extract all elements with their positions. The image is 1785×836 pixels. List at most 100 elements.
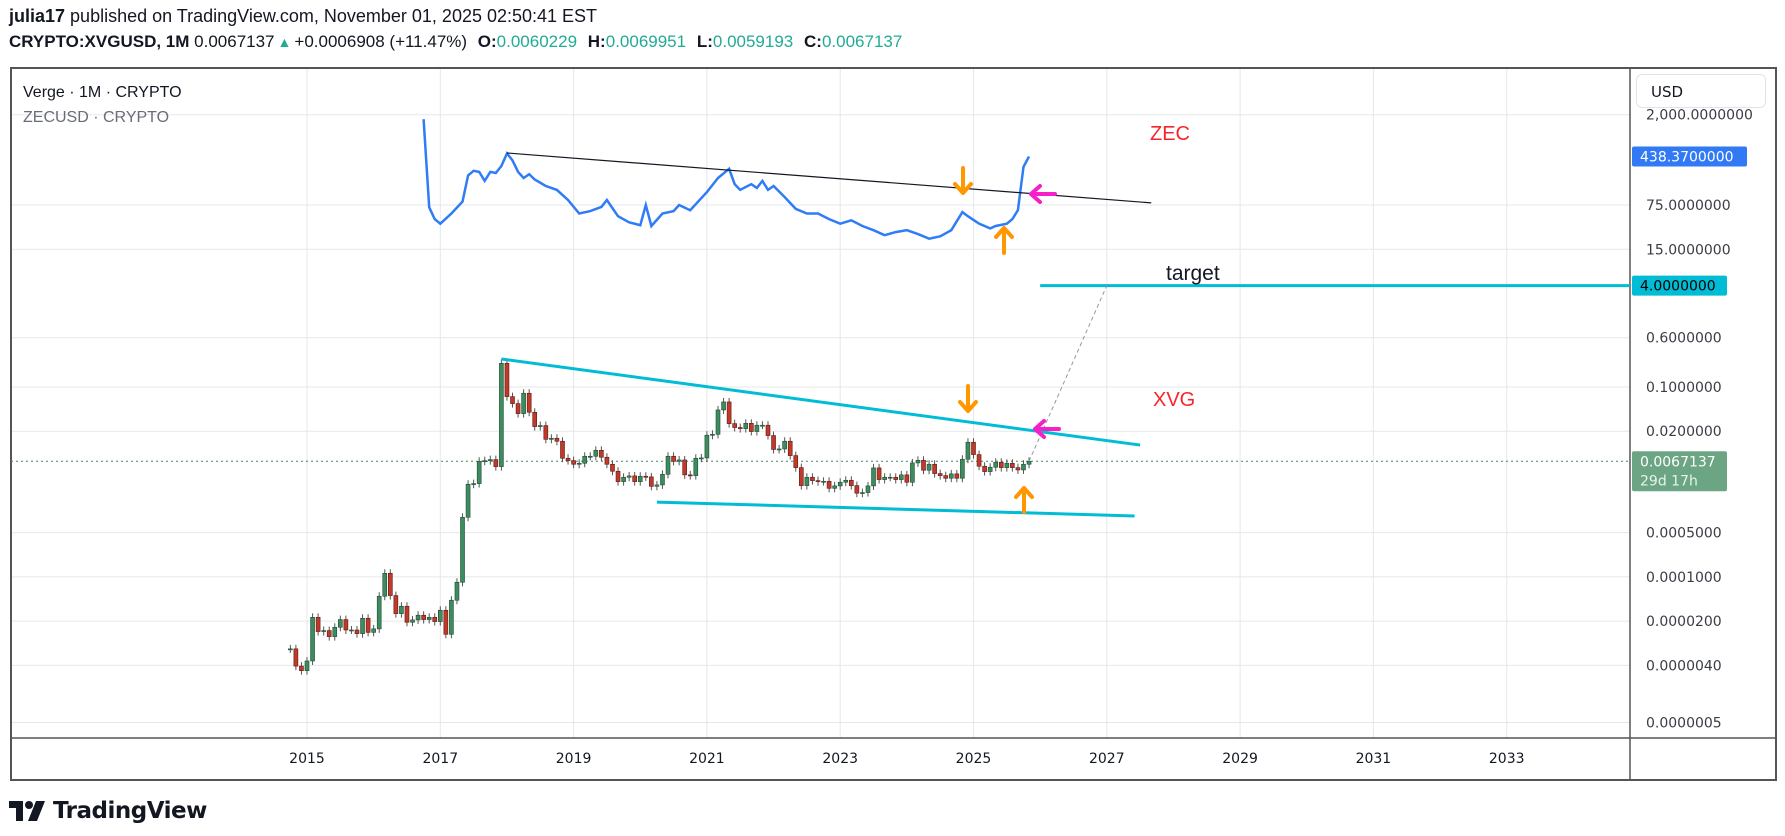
close-label: C: [804,32,822,51]
xvg-resistance-line[interactable] [501,357,1141,447]
time-axis-label: 2015 [289,751,325,767]
candle [987,466,993,472]
candle [399,605,404,614]
candle [732,423,737,428]
candle [637,475,643,482]
legend-main[interactable]: Verge · 1M · CRYPTO [23,84,182,101]
candle [587,455,593,458]
trendlines[interactable] [501,152,1630,518]
price-axis-label: 15.0000000 [1646,242,1731,258]
zec-line [422,119,1031,241]
time-axis-label: 2017 [422,751,458,767]
time-axis-label: 2031 [1356,751,1392,767]
candle [593,449,599,457]
price-axis-label: 0.0001000 [1646,570,1722,586]
candle [487,459,493,461]
candle [1004,462,1010,468]
candle [365,617,371,633]
candle [537,425,543,427]
open-label: O: [477,32,497,51]
candle [860,492,865,494]
candle [871,467,876,487]
open-value: 0.0060229 [496,32,578,51]
candle [426,617,432,620]
candle [615,470,621,482]
candle [821,480,826,483]
arrow-down-icon [958,384,978,413]
price-axis-label: 0.0000005 [1646,716,1722,732]
candle [304,660,310,671]
change: +0.0006908 (+11.47%) [294,32,468,51]
candle [565,457,571,461]
candle [382,572,388,597]
candle [449,599,454,635]
candle [882,476,887,480]
candle [299,665,304,671]
candle [954,473,960,479]
arrow-left-icon [1029,184,1057,204]
time-axis[interactable]: 2015 2017 2019 2021 2023 2025 2027 2029 2031 2033 [289,751,1524,767]
price-axis[interactable]: 2,000.0000000 75.0000000 15.0000000 0.60000… [1646,108,1753,732]
xvg-candles [288,359,1032,675]
candle [910,462,915,483]
arrow-up-icon [994,226,1014,255]
target-price: 4.0000000 [1640,279,1716,295]
low-value: 0.0059193 [712,32,794,51]
candle [782,440,787,450]
candle [754,424,760,432]
candle [621,476,626,482]
candle [810,476,815,481]
symbol: CRYPTO:XVGUSD, 1M [9,32,190,51]
candle [443,609,449,635]
candle [676,459,682,462]
zec-last-price: 438.3700000 [1640,149,1734,165]
candle [388,572,393,596]
candle [887,476,893,479]
candle [604,456,610,465]
candle [326,630,332,637]
candle [843,479,849,483]
candle [415,614,421,621]
candle [971,441,976,455]
candle [799,467,804,486]
candle [915,459,921,464]
time-axis-label: 2021 [689,751,725,767]
xvg-price-tag: 0.0067137 29d 17h [1632,451,1727,492]
candle [532,411,538,427]
candle [493,459,499,467]
publish-info: julia17 published on TradingView.com, No… [9,6,597,27]
last-price: 0.0067137 [194,32,275,51]
candle [460,516,465,583]
candle [937,473,943,476]
candle [904,474,910,483]
candle [943,475,949,479]
candle [737,427,743,429]
close-value: 0.0067137 [821,32,903,51]
candle [315,617,321,632]
currency-button[interactable]: USD [1636,74,1766,108]
candle [288,648,293,651]
candle [576,462,582,465]
candle [776,448,782,451]
tradingview-logo[interactable]: TradingView [9,798,207,824]
candle [665,455,671,475]
candle [649,476,654,487]
legend-overlay[interactable]: ZECUSD · CRYPTO [23,109,169,126]
candle [626,475,632,478]
candle [476,461,482,484]
xvg-support-line[interactable] [656,500,1135,518]
price-axis-label: 0.0005000 [1646,526,1722,542]
candle [543,425,549,440]
time-axis-label: 2023 [822,751,858,767]
candle [876,467,882,480]
price-axis-label: 0.0000040 [1646,658,1722,674]
candle [865,485,871,493]
candle [293,648,299,667]
candle [749,423,754,432]
candle [743,423,749,429]
candle [432,617,438,622]
candle [826,480,832,489]
candle [699,457,704,460]
candle [499,362,504,467]
